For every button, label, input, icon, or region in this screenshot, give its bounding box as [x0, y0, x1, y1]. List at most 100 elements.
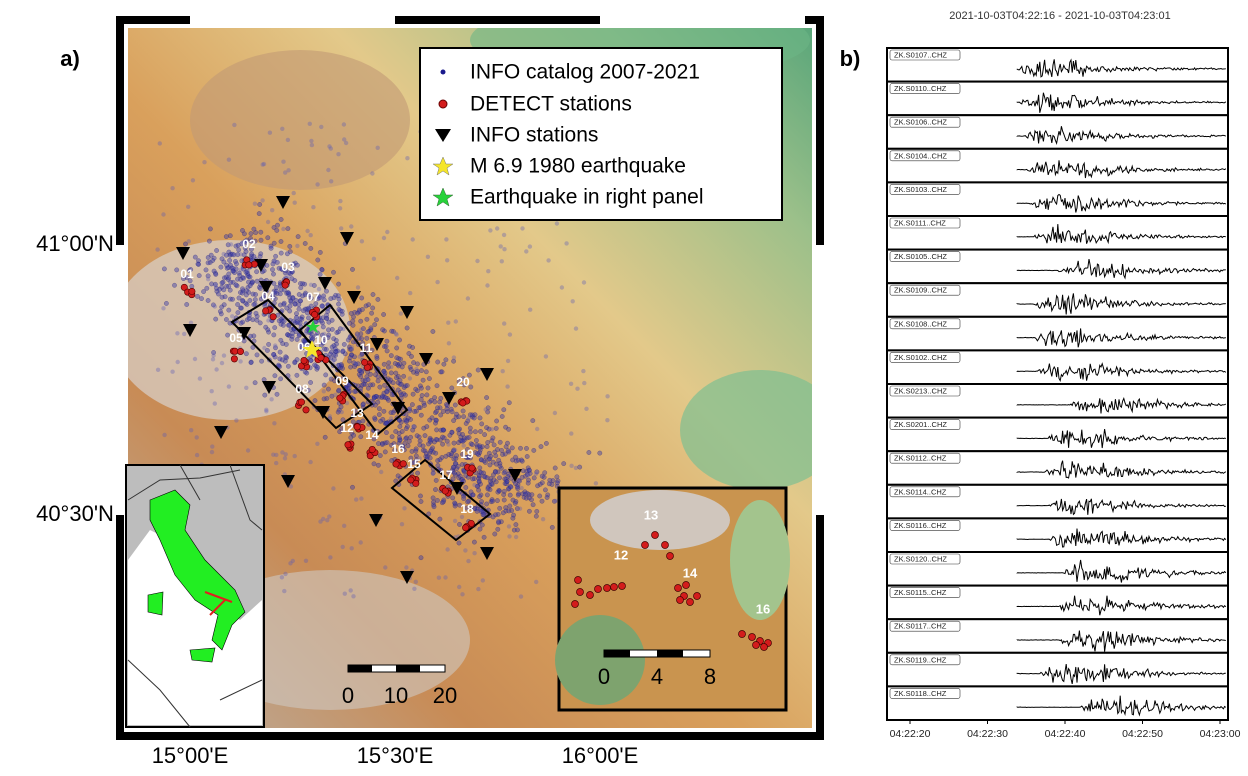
detect-station	[298, 399, 304, 405]
frame-tick	[816, 245, 824, 515]
event	[528, 308, 532, 312]
event	[410, 402, 414, 406]
detect-station	[469, 465, 475, 471]
event	[440, 442, 444, 446]
event	[384, 430, 388, 434]
event	[223, 295, 227, 299]
event	[538, 494, 542, 498]
event	[271, 272, 275, 276]
event	[515, 528, 519, 532]
event	[445, 407, 449, 411]
event	[262, 162, 266, 166]
event	[342, 137, 346, 141]
event	[301, 282, 305, 286]
event	[424, 451, 428, 455]
event	[477, 479, 481, 483]
event	[473, 430, 477, 434]
event	[244, 386, 248, 390]
event	[477, 494, 481, 498]
event	[309, 358, 313, 362]
event	[198, 376, 202, 380]
event	[385, 440, 389, 444]
event	[299, 286, 303, 290]
event	[278, 292, 282, 296]
event	[548, 478, 552, 482]
event	[519, 458, 523, 462]
event	[502, 408, 506, 412]
event	[490, 427, 494, 431]
event	[220, 281, 224, 285]
event	[381, 312, 385, 316]
event	[454, 453, 458, 457]
event	[322, 389, 326, 393]
event	[365, 377, 369, 381]
event	[377, 407, 381, 411]
trace-label: ZK.S0213..CHZ	[894, 386, 947, 395]
event	[239, 267, 243, 271]
event	[526, 473, 530, 477]
event	[258, 202, 262, 206]
event	[587, 450, 591, 454]
event	[254, 311, 258, 315]
event	[372, 416, 376, 420]
event	[329, 296, 333, 300]
event	[515, 485, 519, 489]
event	[270, 208, 274, 212]
event	[227, 384, 231, 388]
time-tick-label: 04:22:30	[967, 728, 1008, 740]
time-tick-label: 04:22:50	[1122, 728, 1163, 740]
event	[544, 441, 548, 445]
event	[403, 393, 407, 397]
event	[412, 587, 416, 591]
event	[371, 306, 375, 310]
event	[348, 365, 352, 369]
event	[297, 292, 301, 296]
event	[238, 359, 242, 363]
event	[232, 123, 236, 127]
detect-station	[667, 553, 674, 560]
event	[435, 384, 439, 388]
event	[354, 497, 358, 501]
trace-label: ZK.S0102..CHZ	[894, 353, 947, 362]
event	[457, 522, 461, 526]
event	[281, 160, 285, 164]
event	[369, 326, 373, 330]
trace-label: ZK.S0105..CHZ	[894, 252, 947, 261]
event	[288, 309, 292, 313]
event	[440, 501, 444, 505]
event	[366, 386, 370, 390]
event	[421, 378, 425, 382]
event	[206, 277, 210, 281]
event	[234, 418, 238, 422]
event	[486, 487, 490, 491]
event	[501, 511, 505, 515]
event	[564, 241, 568, 245]
event	[532, 448, 536, 452]
event	[341, 349, 345, 353]
event	[497, 458, 501, 462]
event	[439, 396, 443, 400]
event	[503, 425, 507, 429]
event	[404, 420, 408, 424]
panel-label: a)	[60, 46, 80, 71]
event	[315, 182, 319, 186]
event	[426, 255, 430, 259]
event	[382, 383, 386, 387]
event	[252, 227, 256, 231]
trace-label: ZK.S0120..CHZ	[894, 554, 947, 563]
event	[329, 179, 333, 183]
event	[190, 284, 194, 288]
event	[372, 396, 376, 400]
event	[359, 319, 363, 323]
event	[269, 246, 273, 250]
event	[273, 374, 277, 378]
event	[444, 237, 448, 241]
event	[244, 289, 248, 293]
event	[424, 370, 428, 374]
event	[219, 265, 223, 269]
event	[318, 519, 322, 523]
event	[375, 356, 379, 360]
event	[429, 449, 433, 453]
event	[208, 227, 212, 231]
event	[248, 284, 252, 288]
